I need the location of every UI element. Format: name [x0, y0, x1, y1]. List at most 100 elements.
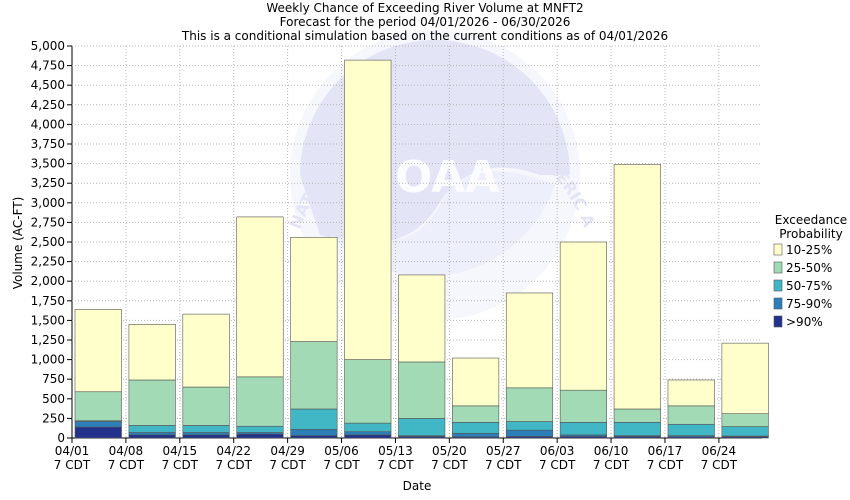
y-tick-label: 2,500: [31, 235, 65, 249]
legend-title-line2: Probability: [779, 227, 842, 241]
bar-segment-2550: [182, 386, 230, 426]
x-tick-label-date: 04/15: [163, 444, 198, 458]
y-tick-label: 500: [42, 392, 65, 406]
x-tick-label-time: 7 CDT: [485, 458, 522, 472]
legend-entry-label: 50-75%: [786, 279, 832, 293]
y-tick-label: 750: [42, 372, 65, 386]
bar-segment-2550: [505, 387, 554, 422]
bar-segment-5075: [721, 426, 769, 437]
bar-segment-2550: [290, 341, 338, 410]
x-tick-label-date: 05/27: [486, 444, 521, 458]
y-tick-label: 2,750: [31, 215, 65, 229]
y-tick-label: 3,000: [31, 196, 65, 210]
bar-segment-5075: [182, 425, 230, 433]
bar-segment-5075: [128, 425, 176, 433]
bar-segment-5075: [290, 408, 338, 430]
bar-segment-2550: [613, 408, 661, 423]
x-tick-label-date: 06/03: [540, 444, 575, 458]
y-tick-label: 3,500: [31, 157, 65, 171]
bar-stack-06-24: [721, 342, 769, 439]
x-axis-label: Date: [403, 479, 432, 493]
bar-segment-1025: [505, 292, 554, 389]
bar-segment-2550: [128, 379, 176, 426]
bar-segment-2550: [667, 405, 715, 425]
bar-segment-2550: [236, 376, 284, 427]
x-tick-label-time: 7 CDT: [269, 458, 306, 472]
y-tick-label: 4,250: [31, 98, 65, 112]
x-tick-label-time: 7 CDT: [54, 458, 91, 472]
legend-entry-label: 10-25%: [786, 243, 832, 257]
y-axis-ticks: 0 250 500 750 1,000 1,250 1,500 1,750 2,000 2,250…: [31, 39, 72, 445]
legend-entry-label: 75-90%: [786, 297, 832, 311]
bar-segment-5075: [236, 425, 284, 433]
x-tick-label-date: 06/10: [594, 444, 629, 458]
x-tick-label-time: 7 CDT: [701, 458, 738, 472]
bar-segment-90: [344, 434, 392, 439]
bar-segment-1025: [290, 236, 338, 342]
bar-segment-90: [128, 434, 176, 439]
y-tick-label: 3,250: [31, 176, 65, 190]
y-tick-label: 1,250: [31, 333, 65, 347]
y-tick-label: 4,750: [31, 59, 65, 73]
bar-segment-2550: [344, 359, 392, 424]
y-tick-label: 1,500: [31, 313, 65, 327]
bar-segment-7590: [505, 429, 554, 437]
legend-swatch: [773, 243, 783, 256]
x-tick-label-date: 05/06: [324, 444, 359, 458]
x-tick-label-time: 7 CDT: [216, 458, 253, 472]
bar-segment-1025: [182, 313, 230, 388]
bar-stack-05-20: [452, 357, 500, 439]
bar-segment-90: [236, 433, 284, 439]
x-tick-label-date: 04/29: [270, 444, 305, 458]
x-tick-label-date: 04/22: [216, 444, 251, 458]
y-tick-label: 3,750: [31, 137, 65, 151]
y-tick-label: 250: [42, 411, 65, 425]
bar-segment-7590: [344, 431, 392, 436]
x-tick-label-time: 7 CDT: [647, 458, 684, 472]
bar-stack-05-13: [398, 274, 446, 439]
bar-segment-1025: [613, 164, 661, 410]
bar-stack-04-22: [236, 216, 284, 439]
bar-segment-2550: [559, 389, 607, 423]
bar-segment-2550: [452, 405, 500, 423]
legend-swatch: [773, 279, 783, 292]
x-tick-label-date: 05/13: [378, 444, 413, 458]
bar-segment-1025: [128, 324, 176, 381]
bar-segment-7590: [128, 432, 176, 436]
x-tick-label-date: 04/08: [109, 444, 144, 458]
x-tick-label-date: 05/20: [432, 444, 467, 458]
x-tick-label-time: 7 CDT: [323, 458, 360, 472]
y-tick-label: 2,250: [31, 255, 65, 269]
bar-segment-5075: [505, 421, 554, 431]
bar-segment-2550: [398, 361, 446, 419]
bar-segment-1025: [559, 241, 607, 391]
legend-entry-label: >90%: [786, 315, 823, 329]
bar-stack-04-29: [290, 236, 338, 439]
bar-segment-90: [290, 435, 338, 439]
x-tick-label-date: 06/24: [702, 444, 737, 458]
bar-stack-05-06: [344, 59, 392, 439]
x-tick-label-time: 7 CDT: [108, 458, 145, 472]
legend-entry-label: 25-50%: [786, 261, 832, 275]
y-tick-label: 1,750: [31, 294, 65, 308]
x-tick-label-time: 7 CDT: [162, 458, 199, 472]
x-tick-label-time: 7 CDT: [593, 458, 630, 472]
bar-segment-7590: [452, 432, 500, 438]
bar-segment-5075: [452, 422, 500, 434]
bar-segment-7590: [182, 432, 230, 436]
bar-segment-90: [74, 426, 122, 439]
x-tick-label-time: 7 CDT: [539, 458, 576, 472]
bar-stack-04-01: [74, 309, 122, 439]
chart-title: Weekly Chance of Exceeding River Volume …: [266, 1, 583, 15]
bar-segment-1025: [452, 357, 500, 407]
bar-segment-90: [182, 434, 230, 439]
x-tick-label-time: 7 CDT: [431, 458, 468, 472]
x-tick-label-date: 04/01: [55, 444, 90, 458]
y-tick-label: 4,500: [31, 78, 65, 92]
bar-stack-06-10: [613, 164, 661, 439]
bar-segment-1025: [721, 342, 769, 414]
y-axis-label: Volume (AC-FT): [11, 197, 25, 290]
bar-segment-5075: [613, 422, 661, 436]
